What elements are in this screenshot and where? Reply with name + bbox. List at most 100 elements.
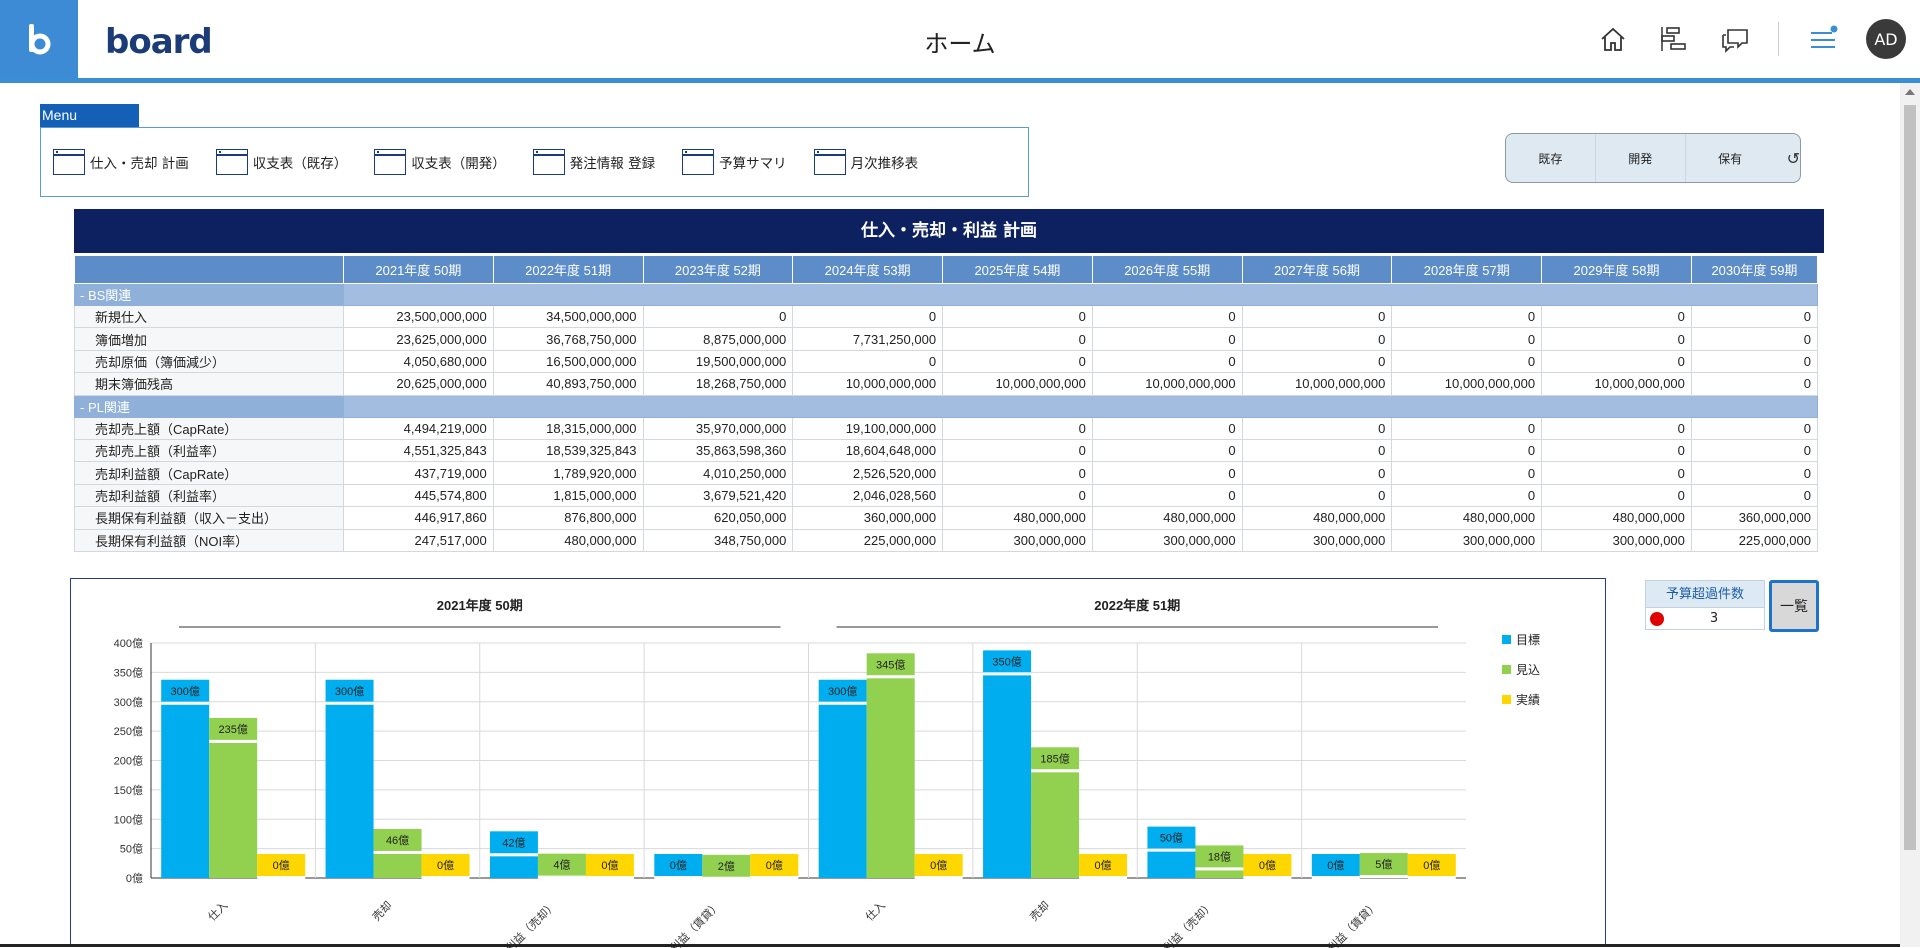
table-cell[interactable]: 0 (1541, 304, 1692, 329)
table-cell[interactable]: 1,815,000,000 (492, 483, 644, 508)
table-cell[interactable]: 0 (942, 349, 1093, 374)
table-cell[interactable]: 480,000,000 (1091, 506, 1243, 530)
chat-icon[interactable] (1718, 22, 1752, 56)
table-cell[interactable]: 0 (1241, 304, 1393, 329)
table-cell[interactable]: 225,000,000 (1690, 528, 1819, 552)
column-header[interactable]: 2028年度 57期 (1391, 255, 1543, 284)
column-header[interactable]: 2026年度 55期 (1091, 255, 1243, 284)
group-label[interactable]: - BS関連 (74, 283, 344, 306)
table-cell[interactable]: 0 (1241, 416, 1393, 440)
gantt-icon[interactable] (1657, 22, 1691, 56)
column-header[interactable]: 2030年度 59期 (1690, 255, 1819, 284)
table-cell[interactable]: 18,315,000,000 (492, 416, 644, 440)
table-cell[interactable]: 36,768,750,000 (492, 327, 644, 351)
table-cell[interactable]: 0 (642, 304, 794, 329)
table-cell[interactable]: 40,893,750,000 (492, 372, 644, 396)
board-app-icon[interactable] (0, 0, 78, 78)
table-cell[interactable]: 8,875,000,000 (642, 327, 794, 351)
column-header[interactable]: 2022年度 51期 (492, 255, 644, 284)
table-cell[interactable]: 0 (1690, 304, 1819, 329)
table-cell[interactable]: 0 (1241, 483, 1393, 508)
column-header[interactable]: 2025年度 54期 (942, 255, 1093, 284)
table-cell[interactable]: 876,800,000 (492, 506, 644, 530)
table-cell[interactable]: 0 (942, 438, 1093, 463)
list-button[interactable]: 一覧 (1769, 580, 1819, 632)
table-cell[interactable]: 446,917,860 (343, 506, 494, 530)
table-cell[interactable]: 0 (1091, 304, 1243, 329)
table-cell[interactable]: 300,000,000 (1541, 528, 1692, 552)
filter-option-development[interactable]: 開発 (1628, 151, 1653, 166)
table-cell[interactable]: 480,000,000 (1541, 506, 1692, 530)
table-cell[interactable]: 348,750,000 (642, 528, 794, 552)
table-cell[interactable]: 0 (1690, 438, 1819, 463)
table-cell[interactable]: 620,050,000 (642, 506, 794, 530)
menu-item-income-existing[interactable]: 収支表（既存） (215, 149, 347, 175)
table-cell[interactable]: 2,046,028,560 (792, 483, 944, 508)
table-cell[interactable]: 19,100,000,000 (792, 416, 944, 440)
table-cell[interactable]: 360,000,000 (792, 506, 944, 530)
table-cell[interactable]: 4,494,219,000 (343, 416, 494, 440)
table-cell[interactable]: 0 (1541, 327, 1692, 351)
table-group-row[interactable]: - BS関連 (74, 283, 1818, 306)
table-cell[interactable]: 0 (1091, 416, 1243, 440)
table-cell[interactable]: 0 (1091, 438, 1243, 463)
table-cell[interactable]: 247,517,000 (343, 528, 494, 552)
table-cell[interactable]: 0 (1091, 327, 1243, 351)
menu-notification-icon[interactable] (1806, 22, 1840, 56)
table-cell[interactable]: 0 (942, 327, 1093, 351)
table-cell[interactable]: 0 (1690, 461, 1819, 485)
table-cell[interactable]: 0 (1541, 416, 1692, 440)
table-cell[interactable]: 360,000,000 (1690, 506, 1819, 530)
table-cell[interactable]: 4,050,680,000 (343, 349, 494, 374)
vertical-scrollbar[interactable] (1900, 83, 1920, 947)
table-cell[interactable]: 23,500,000,000 (343, 304, 494, 329)
table-cell[interactable]: 10,000,000,000 (1241, 372, 1393, 396)
table-cell[interactable]: 300,000,000 (942, 528, 1093, 552)
scrollbar-thumb[interactable] (1904, 105, 1916, 850)
table-cell[interactable]: 19,500,000,000 (642, 349, 794, 374)
table-cell[interactable]: 35,970,000,000 (642, 416, 794, 440)
table-cell[interactable]: 10,000,000,000 (1391, 372, 1543, 396)
group-label[interactable]: - PL関連 (74, 394, 344, 418)
table-cell[interactable]: 445,574,800 (343, 483, 494, 508)
table-cell[interactable]: 0 (1091, 461, 1243, 485)
table-cell[interactable]: 0 (1391, 304, 1543, 329)
menu-item-income-development[interactable]: 収支表（開発） (374, 149, 506, 175)
user-avatar[interactable]: AD (1866, 19, 1906, 59)
table-cell[interactable]: 300,000,000 (1391, 528, 1543, 552)
table-cell[interactable]: 18,604,648,000 (792, 438, 944, 463)
column-header[interactable]: 2029年度 58期 (1541, 255, 1692, 284)
table-cell[interactable]: 20,625,000,000 (343, 372, 494, 396)
table-cell[interactable]: 0 (1690, 372, 1819, 396)
table-cell[interactable]: 0 (1541, 461, 1692, 485)
table-cell[interactable]: 16,500,000,000 (492, 349, 644, 374)
table-cell[interactable]: 0 (1241, 438, 1393, 463)
table-cell[interactable]: 0 (1690, 483, 1819, 508)
table-cell[interactable]: 480,000,000 (492, 528, 644, 552)
table-cell[interactable]: 0 (1541, 349, 1692, 374)
table-cell[interactable]: 0 (1391, 438, 1543, 463)
table-cell[interactable]: 0 (1391, 461, 1543, 485)
table-cell[interactable]: 2,526,520,000 (792, 461, 944, 485)
table-cell[interactable]: 0 (942, 483, 1093, 508)
home-icon[interactable] (1596, 22, 1630, 56)
table-cell[interactable]: 10,000,000,000 (792, 372, 944, 396)
table-cell[interactable]: 0 (1690, 416, 1819, 440)
table-cell[interactable]: 225,000,000 (792, 528, 944, 552)
refresh-icon[interactable]: ↺ (1786, 148, 1800, 168)
table-cell[interactable]: 0 (792, 349, 944, 374)
table-cell[interactable]: 300,000,000 (1091, 528, 1243, 552)
scroll-up-icon[interactable] (1905, 89, 1915, 95)
filter-option-holding[interactable]: 保有 (1718, 151, 1743, 166)
table-cell[interactable]: 480,000,000 (1391, 506, 1543, 530)
table-cell[interactable]: 0 (942, 461, 1093, 485)
menu-item-order-registration[interactable]: 発注情報 登録 (532, 149, 655, 175)
table-cell[interactable]: 10,000,000,000 (1541, 372, 1692, 396)
table-cell[interactable]: 0 (942, 416, 1093, 440)
table-cell[interactable]: 4,010,250,000 (642, 461, 794, 485)
table-cell[interactable]: 0 (1091, 349, 1243, 374)
table-cell[interactable]: 0 (1391, 483, 1543, 508)
column-header[interactable]: 2023年度 52期 (642, 255, 794, 284)
table-cell[interactable]: 0 (1391, 416, 1543, 440)
menu-item-purchase-sales-plan[interactable]: 仕入・売却 計画 (53, 149, 189, 175)
